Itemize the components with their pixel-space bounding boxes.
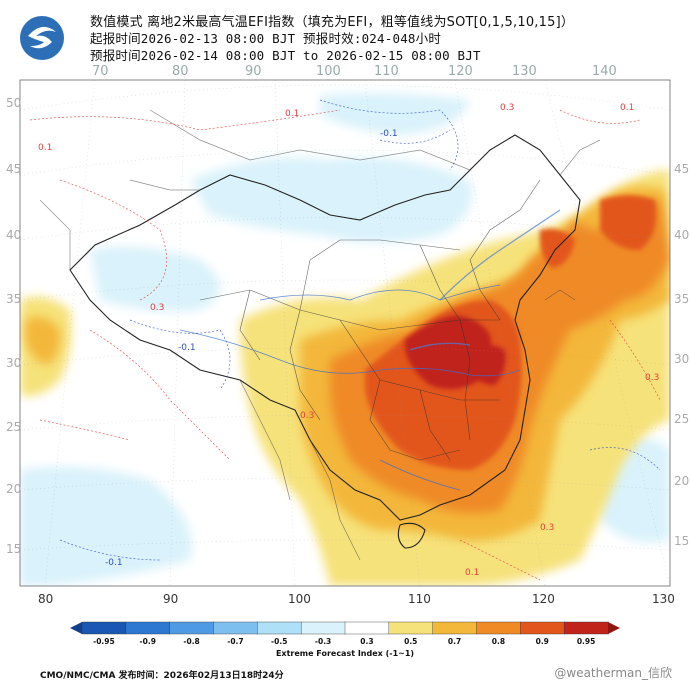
contour-label: 0.1 <box>285 109 299 119</box>
watermark: @weatherman_信欣 <box>554 666 672 680</box>
init-time: 起报时间2026-02-13 08:00 BJT 预报时效:024-048小时 <box>90 31 442 46</box>
lefty-tick: 30 <box>6 356 22 370</box>
colorbar <box>70 621 620 635</box>
efi-fill-deep-red <box>405 315 506 389</box>
colorbar-swatch <box>213 621 259 635</box>
botx-tick: 130 <box>652 592 675 606</box>
colorbar-swatch <box>344 621 390 635</box>
colorbar-label: 0.5 <box>404 637 418 646</box>
lefty-tick: 50 <box>6 96 22 110</box>
colorbar-swatch <box>432 621 478 635</box>
colorbar-swatch <box>257 621 302 635</box>
topx-tick: 120 <box>448 64 473 79</box>
topx-tick: 110 <box>374 64 399 79</box>
valid-time: 预报时间2026-02-14 08:00 BJT to 2026-02-15 0… <box>90 48 481 63</box>
map-frame <box>19 79 671 587</box>
contour-label: 0.1 <box>465 568 479 578</box>
rivers <box>179 284 521 491</box>
lefty-tick: 25 <box>6 420 22 434</box>
lefty-tick: 45 <box>6 162 22 176</box>
colorbar-label: -0.9 <box>139 637 156 646</box>
colorbar-label: 0.9 <box>535 637 549 646</box>
contour-label: -0.1 <box>105 558 123 568</box>
righty-tick: 35 <box>674 292 690 306</box>
contour-label: 0.3 <box>645 373 659 383</box>
colorbar-swatch <box>125 621 171 635</box>
botx-tick: 110 <box>408 592 431 606</box>
colorbar-label: 0.3 <box>360 637 374 646</box>
colorbar-label: 0.7 <box>447 637 462 646</box>
lefty-tick: 35 <box>6 292 22 306</box>
cma-logo <box>20 16 64 60</box>
contour-label: 0.3 <box>300 411 314 421</box>
neighbor-borders <box>39 109 601 561</box>
colorbar-title: Extreme Forecast Index (-1~1) <box>275 649 415 658</box>
contour-label: 0.3 <box>150 303 164 313</box>
colorbar-label: -0.7 <box>227 637 244 646</box>
colorbar-swatch <box>520 621 565 635</box>
contour-label: 0.3 <box>500 103 514 113</box>
contour-label: 0.1 <box>38 143 52 153</box>
china-border <box>69 134 581 549</box>
botx-tick: 120 <box>532 592 555 606</box>
colorbar-high-arrow <box>608 622 620 634</box>
botx-tick: 90 <box>163 592 179 606</box>
righty-tick: 40 <box>674 228 690 242</box>
botx-tick: 100 <box>288 592 311 606</box>
contour-label: 0.3 <box>540 523 554 533</box>
contour-label: -0.1 <box>380 129 398 139</box>
contours-positive <box>29 109 661 581</box>
topx-tick: 90 <box>245 64 262 79</box>
topx-tick: 140 <box>592 64 617 79</box>
contours-negative <box>59 99 661 561</box>
colorbar-label: -0.95 <box>93 637 115 646</box>
contour-labels: 0.1 0.3 -0.1 0.3 0.1 0.3 -0.1 0.1 0.3 -0… <box>38 103 659 578</box>
colorbar-swatch <box>300 621 346 635</box>
chart-title: 数值模式 离地2米最高气温EFI指数（填充为EFI，粗等值线为SOT[0,1,5… <box>90 15 575 30</box>
lefty-tick: 20 <box>6 482 22 496</box>
colorbar-label: -0.5 <box>271 637 288 646</box>
righty-tick: 30 <box>674 352 690 366</box>
topx-tick: 80 <box>172 64 189 79</box>
righty-tick: 25 <box>674 412 690 426</box>
colorbar-swatch <box>476 621 522 635</box>
colorbar-label: 0.95 <box>576 637 596 646</box>
lefty-tick: 40 <box>6 228 22 242</box>
colorbar-swatch <box>563 621 609 635</box>
contour-label: -0.1 <box>178 343 196 353</box>
colorbar-label: -0.8 <box>183 637 200 646</box>
topx-tick: 130 <box>512 64 537 79</box>
colorbar-swatch <box>81 621 127 635</box>
efi-fill-light-blue <box>20 93 670 586</box>
topx-tick: 100 <box>316 64 341 79</box>
colorbar-label: 0.8 <box>491 637 506 646</box>
righty-tick: 20 <box>674 474 690 488</box>
colorbar-low-arrow <box>70 622 82 634</box>
map-grid <box>20 80 670 586</box>
topx-tick: 70 <box>92 64 109 79</box>
righty-tick: 45 <box>674 162 690 176</box>
contour-label: 0.1 <box>620 103 634 113</box>
publish-info: CMO/NMC/CMA 发布时间：2026年02月13日18时24分 <box>40 671 284 681</box>
colorbar-label: -0.3 <box>314 637 332 646</box>
sot-contours <box>409 209 561 351</box>
colorbar-swatch <box>388 621 434 635</box>
righty-tick: 15 <box>674 534 690 548</box>
colorbar-swatch <box>169 621 215 635</box>
botx-tick: 80 <box>38 592 54 606</box>
lefty-tick: 15 <box>6 542 22 556</box>
